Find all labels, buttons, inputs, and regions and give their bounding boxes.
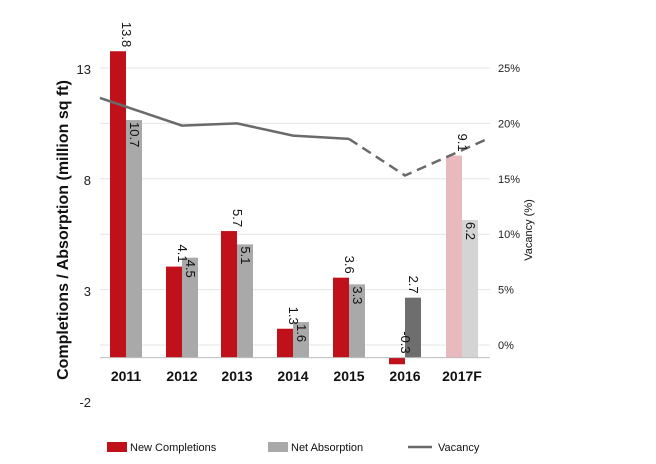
bar-net-absorption <box>182 257 198 358</box>
bar-net-absorption <box>405 297 421 358</box>
y2-tick-label: 25% <box>498 63 520 75</box>
legend: New Completions Net Absorption Vacancy <box>107 442 480 454</box>
data-label-new-completions: 3.6 <box>342 256 357 274</box>
bar-new-completions <box>166 266 182 358</box>
y-tick-label: 13 <box>77 62 91 77</box>
y2-tick-label: 20% <box>498 118 520 130</box>
bar-net-absorption <box>126 120 142 358</box>
y2-tick-label: 10% <box>498 229 520 241</box>
y2-axis-label: Vacancy (%) <box>523 199 535 261</box>
bar-new-completions <box>389 357 405 365</box>
bar-net-absorption <box>462 219 478 358</box>
y2-tick-label: 15% <box>498 174 520 186</box>
vacancy-line-group <box>99 96 491 177</box>
data-label-new-completions: -0.3 <box>398 331 413 353</box>
vacancy-line-forecast <box>348 136 491 177</box>
y-tick-label: -2 <box>79 395 91 410</box>
bar-new-completions <box>446 155 462 358</box>
data-label-net-absorption: 1.6 <box>294 324 309 342</box>
bar-net-absorption <box>349 284 365 358</box>
data-label-new-completions: 4.1 <box>175 245 190 263</box>
x-tick-label: 2014 <box>277 368 308 384</box>
gridlines <box>100 67 490 346</box>
bar-new-completions <box>277 328 293 358</box>
data-label-net-absorption: 5.1 <box>238 246 253 264</box>
y-axis-label: Completions / Absorption (million sq ft) <box>55 80 72 380</box>
y2-tick-label: 0% <box>498 340 514 352</box>
x-tick-label: 2011 <box>111 368 142 384</box>
bar-new-completions <box>110 51 126 358</box>
legend-swatch-net-absorption <box>268 442 288 452</box>
data-labels: 13.8 10.7 4.14.5 5.7 5.1 1.31.6 3.6 3.3 -0.3 2.7 9… <box>119 22 478 354</box>
data-label-net-absorption: 4.5 <box>183 260 198 278</box>
data-label-new-completions: 9.1 <box>455 134 470 152</box>
y2-tick-label: 5% <box>498 285 514 297</box>
bars <box>110 51 478 365</box>
data-label-net-absorption: 6.2 <box>463 222 478 240</box>
bar-new-completions <box>221 231 237 358</box>
bar-new-completions <box>333 277 349 358</box>
data-label-new-completions: 5.7 <box>230 209 245 227</box>
x-tick-label: 2012 <box>166 368 197 384</box>
data-label-net-absorption: 3.3 <box>350 286 365 304</box>
x-tick-label: 2016 <box>389 368 420 384</box>
y-tick-label: 8 <box>84 173 91 188</box>
vacancy-line <box>99 96 350 141</box>
data-label-new-completions: 13.8 <box>119 22 134 47</box>
x-tick-label: 2017F <box>442 368 482 384</box>
data-label-net-absorption: 10.7 <box>127 122 142 147</box>
legend-swatch-new-completions <box>107 442 127 452</box>
bar-net-absorption <box>237 244 253 358</box>
y-tick-label: 3 <box>84 284 91 299</box>
data-label-new-completions: 1.3 <box>286 307 301 325</box>
legend-label-new-completions: New Completions <box>130 442 217 454</box>
bar-net-absorption <box>293 322 309 358</box>
x-tick-label: 2015 <box>333 368 364 384</box>
axes: 25% 20% 15% 10% 5% 0% 13 8 3 -2 2011 2012 2013 2014 20… <box>77 62 521 410</box>
x-tick-label: 2013 <box>221 368 252 384</box>
legend-label-net-absorption: Net Absorption <box>291 442 363 454</box>
legend-label-vacancy: Vacancy <box>438 442 480 454</box>
data-label-net-absorption: 2.7 <box>406 276 421 294</box>
